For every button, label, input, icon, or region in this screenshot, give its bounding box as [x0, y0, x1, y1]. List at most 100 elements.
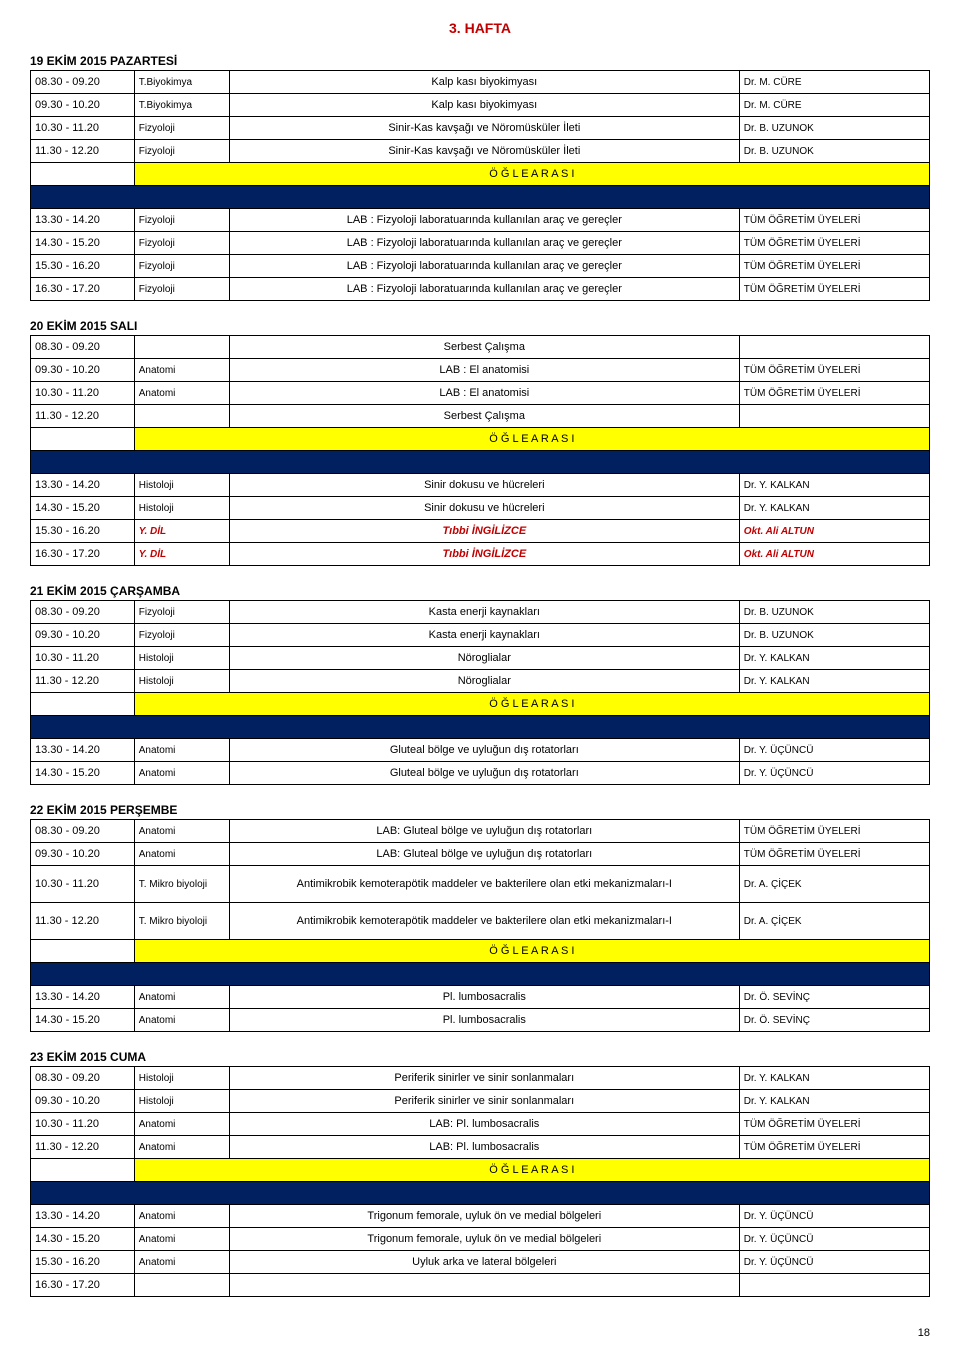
table-row: 16.30 - 17.20FizyolojiLAB : Fizyoloji la… [31, 278, 930, 301]
desc-cell: LAB : Fizyoloji laboratuarında kullanıla… [229, 232, 739, 255]
time-cell: 11.30 - 12.20 [31, 903, 135, 940]
desc-cell: Kasta enerji kaynakları [229, 624, 739, 647]
teacher-cell: Dr. B. UZUNOK [739, 140, 929, 163]
desc-cell: LAB: Pl. lumbosacralis [229, 1113, 739, 1136]
lunch-break: Ö Ğ L E A R A S I [134, 428, 929, 451]
teacher-cell: Dr. Y. ÜÇÜNCÜ [739, 762, 929, 785]
table-row: 10.30 - 11.20T. Mikro biyolojiAntimikrob… [31, 866, 930, 903]
dept-cell: Fizyoloji [134, 117, 229, 140]
teacher-cell: Dr. Y. KALKAN [739, 1090, 929, 1113]
table-row: 08.30 - 09.20HistolojiPeriferik sinirler… [31, 1067, 930, 1090]
dept-cell: Histoloji [134, 670, 229, 693]
break-time-cell [31, 1159, 135, 1182]
table-row [31, 716, 930, 739]
teacher-cell: Dr. Y. KALKAN [739, 670, 929, 693]
dept-cell: Fizyoloji [134, 140, 229, 163]
teacher-cell: TÜM ÖĞRETİM ÜYELERİ [739, 820, 929, 843]
time-cell: 10.30 - 11.20 [31, 647, 135, 670]
time-cell: 10.30 - 11.20 [31, 866, 135, 903]
dept-cell: Anatomi [134, 1009, 229, 1032]
time-cell: 11.30 - 12.20 [31, 670, 135, 693]
teacher-cell: Dr. A. ÇİÇEK [739, 866, 929, 903]
time-cell: 13.30 - 14.20 [31, 474, 135, 497]
break-time-cell [31, 693, 135, 716]
teacher-cell: Dr. Y. KALKAN [739, 497, 929, 520]
table-row [31, 1182, 930, 1205]
time-cell: 09.30 - 10.20 [31, 94, 135, 117]
dept-cell: Anatomi [134, 1113, 229, 1136]
blue-separator [31, 963, 930, 986]
desc-cell: Kalp kası biyokimyası [229, 94, 739, 117]
desc-cell: Serbest Çalışma [229, 405, 739, 428]
table-row: 09.30 - 10.20FizyolojiKasta enerji kayna… [31, 624, 930, 647]
time-cell: 13.30 - 14.20 [31, 1205, 135, 1228]
table-row: 11.30 - 12.20FizyolojiSinir-Kas kavşağı … [31, 140, 930, 163]
table-row: 13.30 - 14.20AnatomiPl. lumbosacralisDr.… [31, 986, 930, 1009]
desc-cell: Pl. lumbosacralis [229, 1009, 739, 1032]
lunch-break: Ö Ğ L E A R A S I [134, 693, 929, 716]
desc-cell: LAB: Gluteal bölge ve uyluğun dış rotato… [229, 820, 739, 843]
time-cell: 13.30 - 14.20 [31, 739, 135, 762]
table-row: 11.30 - 12.20AnatomiLAB: Pl. lumbosacral… [31, 1136, 930, 1159]
dept-cell: T. Mikro biyoloji [134, 866, 229, 903]
table-row: 14.30 - 15.20AnatomiTrigonum femorale, u… [31, 1228, 930, 1251]
table-row: Ö Ğ L E A R A S I [31, 693, 930, 716]
dept-cell: T.Biyokimya [134, 94, 229, 117]
lunch-break: Ö Ğ L E A R A S I [134, 1159, 929, 1182]
teacher-cell: Dr. Y. ÜÇÜNCÜ [739, 1205, 929, 1228]
table-row: 13.30 - 14.20AnatomiGluteal bölge ve uyl… [31, 739, 930, 762]
schedule-container: 19 EKİM 2015 PAZARTESİ08.30 - 09.20T.Biy… [30, 54, 930, 1297]
blue-separator [31, 716, 930, 739]
table-row: 11.30 - 12.20T. Mikro biyolojiAntimikrob… [31, 903, 930, 940]
time-cell: 08.30 - 09.20 [31, 1067, 135, 1090]
blue-separator [31, 186, 930, 209]
desc-cell: Serbest Çalışma [229, 336, 739, 359]
desc-cell: Gluteal bölge ve uyluğun dış rotatorları [229, 739, 739, 762]
time-cell: 16.30 - 17.20 [31, 1274, 135, 1297]
dept-cell: Fizyoloji [134, 209, 229, 232]
table-row: 10.30 - 11.20HistolojiNöroglialarDr. Y. … [31, 647, 930, 670]
dept-cell: Anatomi [134, 986, 229, 1009]
desc-cell: LAB : Fizyoloji laboratuarında kullanıla… [229, 255, 739, 278]
table-row: 14.30 - 15.20HistolojiSinir dokusu ve hü… [31, 497, 930, 520]
dept-cell: Fizyoloji [134, 624, 229, 647]
day-heading: 23 EKİM 2015 CUMA [30, 1050, 930, 1064]
desc-cell: Periferik sinirler ve sinir sonlanmaları [229, 1067, 739, 1090]
dept-cell: Fizyoloji [134, 255, 229, 278]
teacher-cell: TÜM ÖĞRETİM ÜYELERİ [739, 278, 929, 301]
table-row: 08.30 - 09.20AnatomiLAB: Gluteal bölge v… [31, 820, 930, 843]
time-cell: 08.30 - 09.20 [31, 336, 135, 359]
dept-cell: Histoloji [134, 1067, 229, 1090]
table-row: 14.30 - 15.20AnatomiPl. lumbosacralisDr.… [31, 1009, 930, 1032]
teacher-cell: TÜM ÖĞRETİM ÜYELERİ [739, 1113, 929, 1136]
desc-cell: Periferik sinirler ve sinir sonlanmaları [229, 1090, 739, 1113]
lunch-break: Ö Ğ L E A R A S I [134, 940, 929, 963]
dept-cell: Histoloji [134, 1090, 229, 1113]
desc-cell: Sinir dokusu ve hücreleri [229, 497, 739, 520]
teacher-cell: TÜM ÖĞRETİM ÜYELERİ [739, 255, 929, 278]
table-row: 15.30 - 16.20FizyolojiLAB : Fizyoloji la… [31, 255, 930, 278]
desc-cell: LAB: Gluteal bölge ve uyluğun dış rotato… [229, 843, 739, 866]
desc-cell: Kasta enerji kaynakları [229, 601, 739, 624]
dept-cell: Anatomi [134, 1205, 229, 1228]
dept-cell: Anatomi [134, 1136, 229, 1159]
schedule-table: 08.30 - 09.20HistolojiPeriferik sinirler… [30, 1066, 930, 1297]
time-cell: 14.30 - 15.20 [31, 497, 135, 520]
time-cell: 08.30 - 09.20 [31, 601, 135, 624]
break-time-cell [31, 940, 135, 963]
time-cell: 09.30 - 10.20 [31, 359, 135, 382]
blue-separator [31, 1182, 930, 1205]
table-row: 14.30 - 15.20AnatomiGluteal bölge ve uyl… [31, 762, 930, 785]
desc-cell: Sinir-Kas kavşağı ve Nöromüsküler İleti [229, 140, 739, 163]
time-cell: 16.30 - 17.20 [31, 543, 135, 566]
table-row [31, 963, 930, 986]
dept-cell: Fizyoloji [134, 278, 229, 301]
page-number: 18 [30, 1327, 930, 1339]
time-cell: 11.30 - 12.20 [31, 1136, 135, 1159]
table-row: 09.30 - 10.20HistolojiPeriferik sinirler… [31, 1090, 930, 1113]
desc-cell: Nöroglialar [229, 670, 739, 693]
teacher-cell: TÜM ÖĞRETİM ÜYELERİ [739, 1136, 929, 1159]
table-row: 09.30 - 10.20AnatomiLAB : El anatomisiTÜ… [31, 359, 930, 382]
table-row: 10.30 - 11.20FizyolojiSinir-Kas kavşağı … [31, 117, 930, 140]
time-cell: 14.30 - 15.20 [31, 1228, 135, 1251]
